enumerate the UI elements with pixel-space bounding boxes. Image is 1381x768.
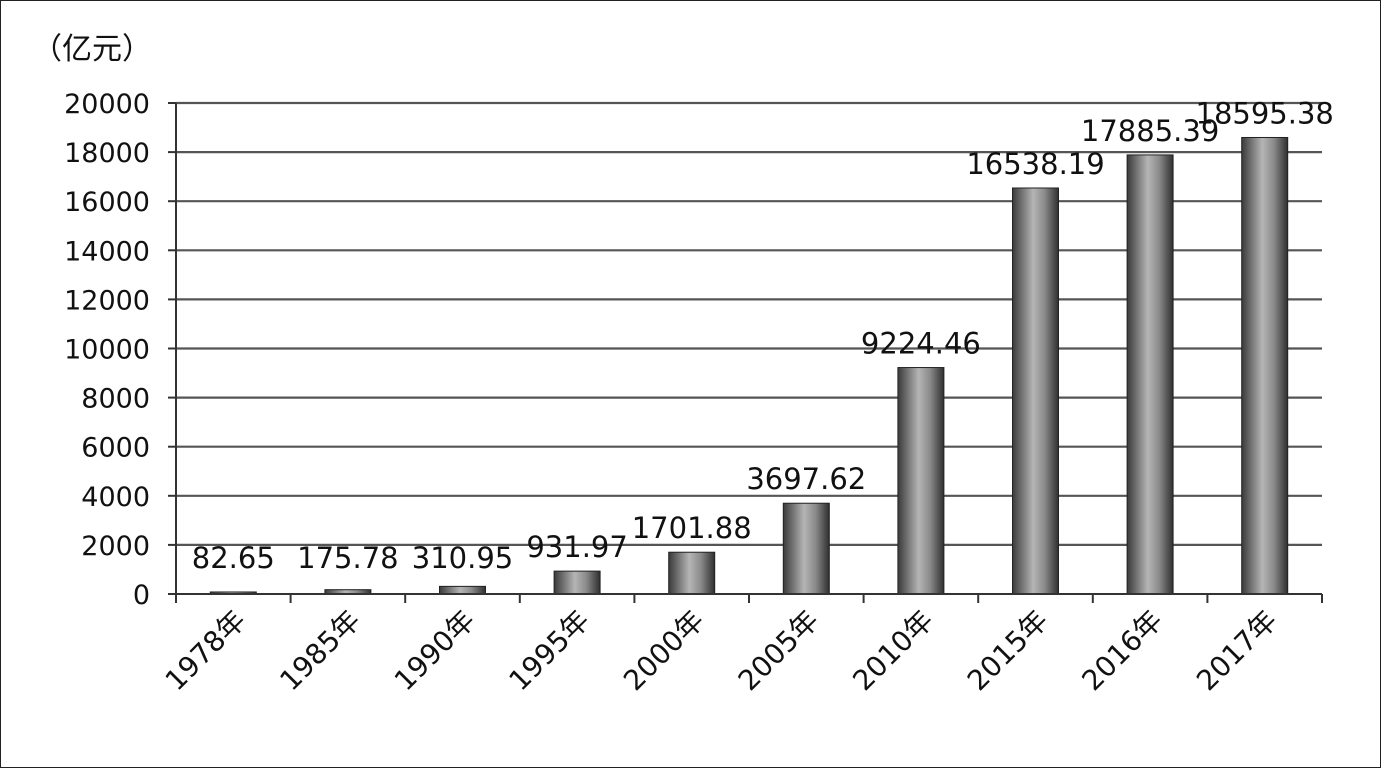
data-label: 175.78 bbox=[297, 541, 398, 575]
x-category-label: 2015年 bbox=[961, 604, 1055, 698]
y-tick-label: 2000 bbox=[81, 531, 150, 562]
x-category-label: 2000年 bbox=[617, 604, 711, 698]
bar bbox=[1126, 154, 1174, 595]
y-unit-label: （亿元） bbox=[32, 32, 152, 67]
x-category-label: 1985年 bbox=[273, 604, 367, 698]
y-tick-label: 10000 bbox=[64, 335, 150, 366]
data-label: 18595.38 bbox=[1196, 96, 1334, 130]
y-tick-label: 4000 bbox=[81, 482, 150, 513]
x-category-label: 1995年 bbox=[503, 604, 597, 698]
data-label: 310.95 bbox=[412, 541, 513, 575]
data-label: 17885.39 bbox=[1081, 114, 1219, 148]
y-tick-label: 16000 bbox=[64, 187, 150, 218]
data-label: 16538.19 bbox=[966, 147, 1104, 181]
bar bbox=[439, 585, 486, 595]
bar bbox=[1241, 136, 1289, 595]
bar bbox=[553, 570, 601, 595]
y-tick-label: 20000 bbox=[64, 89, 150, 120]
x-category-label: 2005年 bbox=[732, 604, 826, 698]
data-label: 82.65 bbox=[192, 541, 275, 575]
y-tick-label: 0 bbox=[133, 580, 150, 611]
x-category-label: 1978年 bbox=[159, 604, 253, 698]
y-tick-label: 14000 bbox=[64, 236, 150, 267]
data-label: 931.97 bbox=[526, 530, 627, 564]
bar-layer bbox=[209, 136, 1289, 595]
bar bbox=[668, 551, 716, 595]
y-tick-label: 18000 bbox=[64, 138, 150, 169]
x-category-label: 2016年 bbox=[1076, 604, 1170, 698]
y-tick-label: 6000 bbox=[81, 433, 150, 464]
axis-layer bbox=[168, 102, 1323, 603]
y-tick-label: 12000 bbox=[64, 285, 150, 316]
bar bbox=[1012, 187, 1059, 595]
x-category-label: 1990年 bbox=[388, 604, 482, 698]
y-tick-label: 8000 bbox=[81, 384, 150, 415]
bar bbox=[897, 367, 945, 595]
bar bbox=[782, 502, 830, 595]
data-label: 1701.88 bbox=[632, 511, 752, 545]
data-label: 3697.62 bbox=[746, 462, 866, 496]
x-category-label: 2010年 bbox=[846, 604, 940, 698]
data-label: 9224.46 bbox=[861, 327, 981, 361]
x-category-label: 2017年 bbox=[1190, 604, 1284, 698]
